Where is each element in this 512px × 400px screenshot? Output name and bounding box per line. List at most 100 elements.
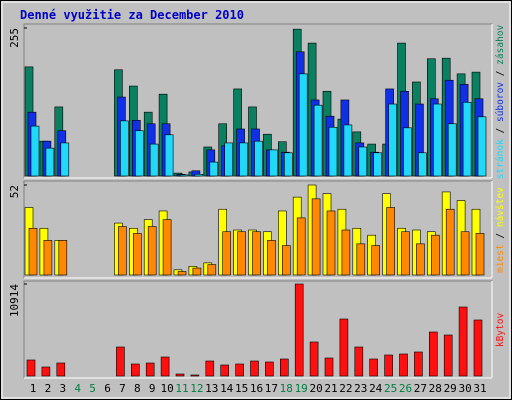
x-tick-label: 20 — [309, 382, 322, 395]
x-tick-label: 5 — [89, 382, 96, 395]
bar — [401, 231, 410, 276]
bar — [475, 233, 485, 276]
x-tick-label: 15 — [235, 382, 248, 395]
bar — [254, 140, 263, 177]
bar — [147, 226, 157, 276]
bar — [237, 231, 246, 276]
bar — [343, 124, 353, 177]
bar — [252, 231, 261, 276]
x-tick-label: 23 — [354, 382, 367, 395]
bar — [131, 363, 140, 377]
bar — [445, 208, 455, 276]
bar — [164, 134, 174, 177]
bar — [416, 243, 425, 276]
bar — [428, 331, 438, 377]
bar — [222, 231, 231, 276]
x-tick-label: 24 — [369, 382, 383, 395]
bar — [324, 357, 334, 377]
bar — [28, 227, 38, 276]
bar — [309, 341, 319, 377]
bar — [43, 240, 53, 276]
legend: stránok / súborov / zásahov — [495, 24, 506, 179]
bar — [194, 173, 204, 177]
bar — [458, 306, 468, 377]
bar — [239, 142, 248, 177]
bar — [473, 319, 483, 377]
legend-separator: / — [495, 227, 506, 244]
bar — [281, 245, 291, 276]
bar — [120, 120, 129, 177]
bar — [430, 234, 440, 276]
legend-entry: stránok — [495, 139, 506, 179]
bar — [265, 361, 274, 377]
bar — [358, 146, 368, 177]
bar — [399, 353, 408, 377]
bar — [269, 149, 278, 177]
bar — [41, 366, 51, 377]
x-tick-label: 11 — [175, 382, 188, 395]
x-tick-label: 4 — [74, 382, 81, 395]
bar — [294, 283, 304, 377]
bar — [45, 147, 55, 177]
y-tick-label: 255 — [8, 28, 21, 48]
x-tick-label: 2 — [45, 382, 52, 395]
bar — [175, 373, 185, 377]
bar — [179, 174, 189, 177]
bar — [162, 219, 172, 276]
x-tick-label: 27 — [414, 382, 427, 395]
bar — [477, 116, 487, 177]
bar — [460, 231, 470, 276]
bar — [56, 362, 66, 377]
bar — [190, 374, 200, 377]
bar — [384, 354, 393, 377]
y-tick-label: 10914 — [8, 284, 21, 317]
x-tick-label: 7 — [119, 382, 126, 395]
x-tick-label: 14 — [220, 382, 234, 395]
legend-entry: miest — [495, 244, 506, 273]
x-tick-label: 25 — [384, 382, 397, 395]
bar — [58, 240, 68, 276]
bar — [267, 240, 276, 276]
bar — [135, 130, 144, 177]
bar — [341, 229, 351, 276]
bar — [311, 198, 321, 276]
x-tick-label: 30 — [458, 382, 471, 395]
bar — [371, 245, 381, 276]
bar — [30, 125, 40, 177]
x-tick-label: 19 — [295, 382, 308, 395]
bar — [283, 152, 293, 177]
bar — [388, 103, 397, 177]
bar — [26, 359, 36, 377]
bar — [250, 360, 259, 377]
bar — [354, 346, 364, 377]
x-tick-label: 17 — [265, 382, 278, 395]
bar — [116, 346, 125, 377]
x-tick-label: 1 — [30, 382, 37, 395]
legend-entry: zásahov — [495, 24, 506, 64]
bar — [298, 73, 308, 177]
bar — [339, 318, 349, 377]
y-tick-label: 52 — [8, 185, 21, 198]
x-tick-label: 28 — [429, 382, 442, 395]
legend: kBytov — [495, 313, 506, 348]
x-tick-label: 10 — [160, 382, 173, 395]
bar — [414, 351, 423, 377]
bar — [418, 152, 427, 177]
legend: miest / návštev — [495, 187, 506, 273]
bar — [403, 127, 412, 177]
x-tick-label: 12 — [190, 382, 203, 395]
legend-entry: súborov — [495, 82, 506, 122]
bar — [386, 207, 395, 276]
x-tick-label: 3 — [59, 382, 66, 395]
bar — [207, 264, 217, 276]
bar — [160, 356, 170, 377]
bar — [145, 362, 155, 377]
bar — [313, 104, 323, 177]
bar — [369, 358, 379, 377]
x-tick-label: 22 — [339, 382, 352, 395]
bar — [205, 360, 215, 377]
x-tick-label: 29 — [444, 382, 457, 395]
x-tick-label: 26 — [399, 382, 412, 395]
